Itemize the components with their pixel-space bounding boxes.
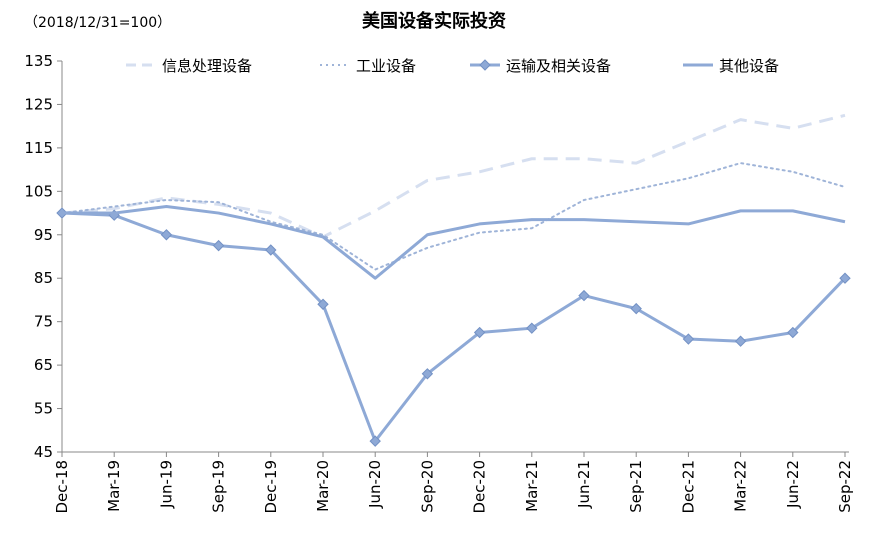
- data-point: [160, 229, 173, 241]
- y-tick-label: 125: [24, 95, 53, 113]
- x-tick-label: Mar-19: [105, 460, 123, 512]
- legend: 信息处理设备 工业设备 运输及相关设备 其他设备: [126, 57, 779, 75]
- data-point: [839, 272, 851, 284]
- axes: 45 55 65 75 85 95 105 115 125 135 Dec-18 Mar-19 Jun-…: [24, 52, 854, 514]
- y-tick-label: 135: [24, 52, 53, 70]
- y-tick-label: 115: [24, 139, 53, 157]
- data-point: [473, 326, 486, 339]
- legend-marker: [479, 59, 491, 71]
- y-tick-label: 45: [34, 443, 53, 461]
- x-tick-label: Mar-22: [732, 460, 750, 512]
- chart-subtitle: （2018/12/31=100）: [24, 15, 171, 31]
- data-point: [265, 244, 277, 256]
- y-tick-label: 105: [24, 182, 53, 200]
- legend-label-4: 其他设备: [719, 57, 779, 75]
- series-line-1: [61, 113, 846, 239]
- data-point: [630, 302, 642, 315]
- legend-label-1: 信息处理设备: [162, 57, 252, 75]
- x-tick-label: Dec-21: [679, 460, 697, 514]
- data-point: [212, 239, 225, 252]
- data-point: [682, 333, 695, 345]
- data-point: [787, 326, 799, 339]
- x-tick-label: Dec-19: [262, 460, 280, 514]
- x-tick-label: Dec-18: [53, 460, 71, 514]
- x-tick-label: Mar-21: [523, 460, 541, 512]
- y-tick-label: 65: [34, 356, 53, 374]
- data-point: [421, 368, 434, 380]
- x-tick-label: Jun-22: [784, 460, 802, 509]
- data-point: [734, 335, 747, 347]
- series-line-3: [61, 211, 847, 443]
- x-tick-label: Jun-20: [366, 460, 384, 509]
- x-tick-label: Sep-22: [836, 460, 854, 513]
- series-group: [56, 113, 851, 447]
- y-tick-label: 75: [34, 313, 53, 331]
- y-tick-label: 55: [34, 400, 53, 418]
- series-line-4: [62, 205, 846, 280]
- x-tick-label: Jun-21: [575, 460, 593, 509]
- data-point: [369, 435, 381, 447]
- y-tick-label: 95: [34, 226, 53, 244]
- x-tick-label: Sep-19: [210, 460, 228, 513]
- data-point: [526, 322, 538, 334]
- x-tick-label: Dec-20: [471, 460, 489, 514]
- x-tick-label: Sep-20: [418, 460, 436, 513]
- x-tick-label: Jun-19: [157, 460, 175, 509]
- chart-title: 美国设备实际投资: [362, 10, 506, 32]
- series-line-2: [61, 162, 846, 271]
- x-tick-label: Mar-20: [314, 460, 332, 512]
- legend-label-2: 工业设备: [356, 57, 416, 75]
- legend-label-3: 运输及相关设备: [506, 57, 611, 75]
- data-point: [317, 298, 329, 310]
- x-tick-label: Sep-21: [627, 460, 645, 513]
- data-point: [578, 289, 590, 302]
- y-tick-label: 85: [34, 269, 53, 287]
